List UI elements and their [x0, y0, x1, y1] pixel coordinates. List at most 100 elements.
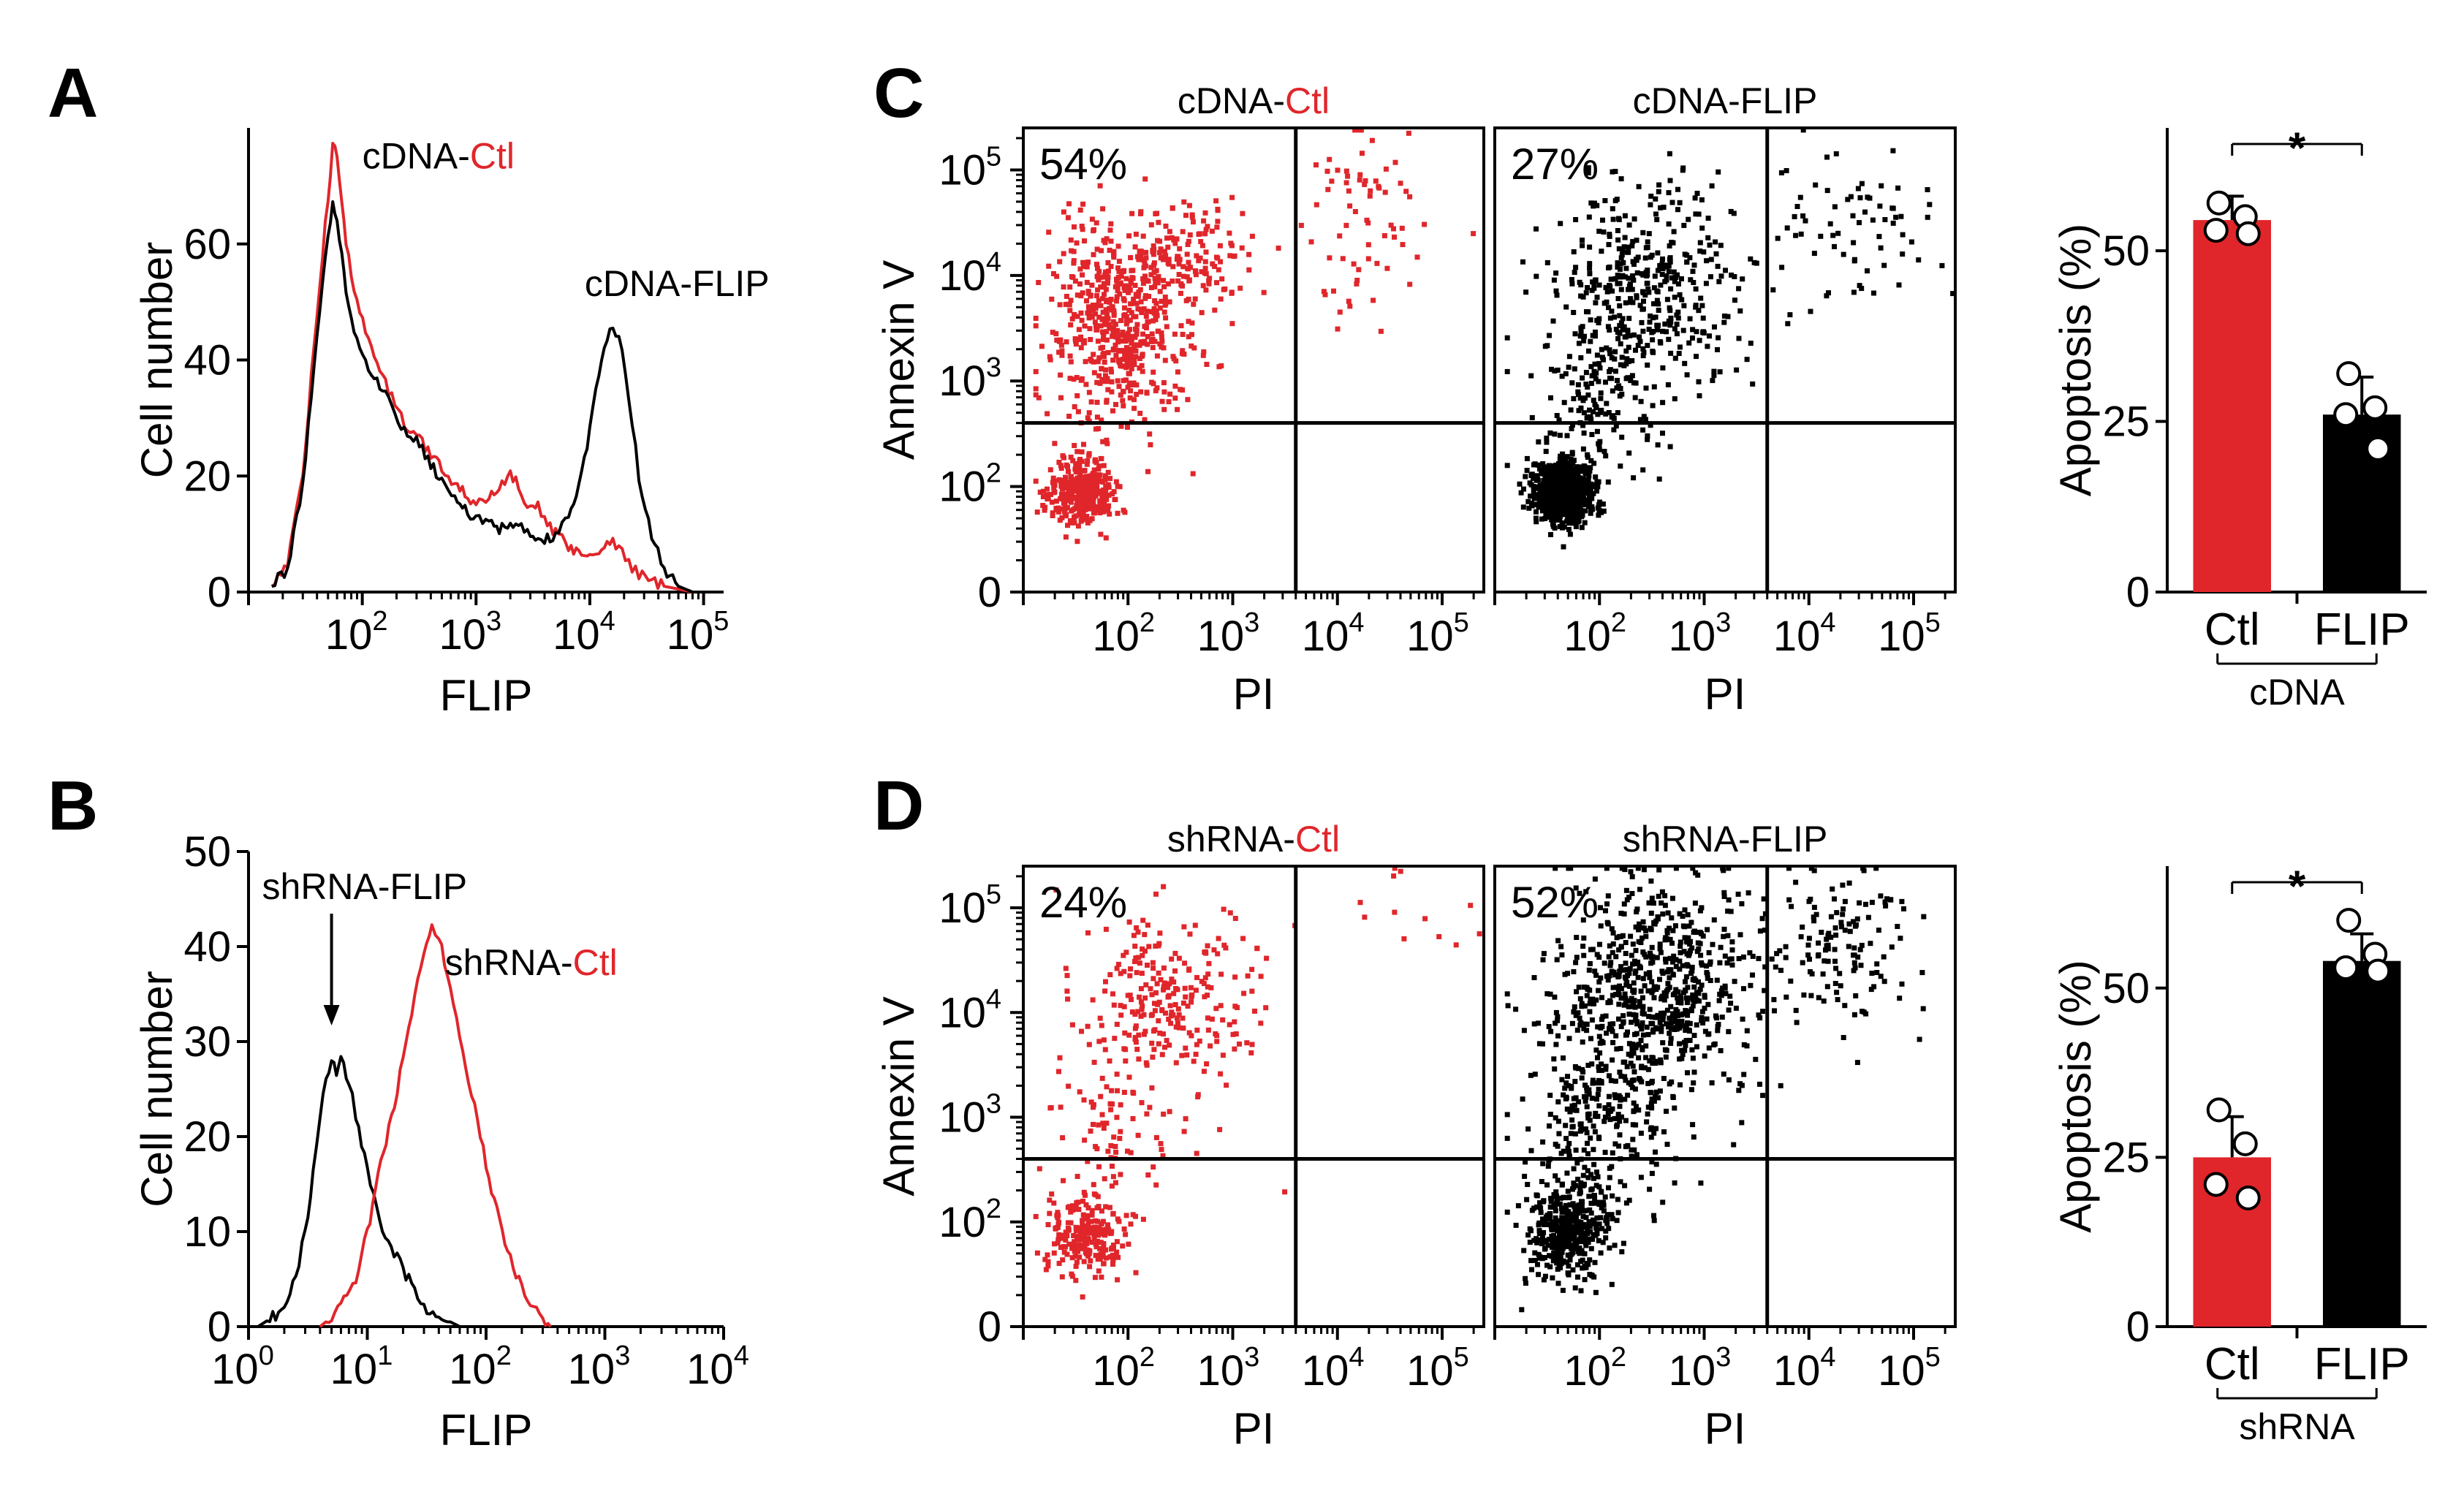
data-point [1544, 512, 1550, 518]
data-point [1091, 1232, 1097, 1237]
data-point [1134, 970, 1140, 976]
data-point [1585, 1151, 1591, 1156]
data-point [1661, 1013, 1666, 1019]
data-point [1723, 990, 1729, 996]
data-point [1591, 460, 1597, 466]
data-point [1558, 482, 1564, 488]
data-point [1569, 380, 1575, 386]
x-tick-label-exponent: 2 [496, 1341, 512, 1371]
data-point [1098, 478, 1104, 484]
data-point [1622, 867, 1628, 873]
data-point [1572, 508, 1577, 514]
data-point [1605, 479, 1611, 485]
data-point [1138, 211, 1143, 216]
data-point [1582, 1235, 1588, 1240]
data-point [1605, 324, 1611, 330]
x-tick-label: 104 [1302, 607, 1365, 660]
data-point [1607, 351, 1613, 357]
data-point [1612, 1141, 1618, 1147]
data-point [1709, 183, 1715, 189]
y-tick-label-base: 10 [939, 357, 986, 405]
data-point [1374, 260, 1380, 266]
y-tick-label: 50 [183, 828, 231, 876]
data-point [1161, 884, 1167, 890]
data-point [1343, 180, 1349, 186]
data-point [1631, 1077, 1637, 1083]
data-point [1528, 373, 1534, 379]
data-point [1127, 395, 1133, 401]
data-point [1589, 1273, 1595, 1278]
data-point [1598, 390, 1604, 396]
data-point [1169, 956, 1175, 962]
data-point [1596, 979, 1602, 985]
data-point [1545, 1243, 1551, 1248]
data-point [1634, 909, 1639, 914]
data-point [1197, 231, 1202, 237]
data-point [1550, 512, 1555, 518]
data-point [1598, 395, 1604, 401]
data-point [1090, 997, 1096, 1003]
data-point [1539, 504, 1544, 510]
data-point [1615, 260, 1620, 266]
data-point [1068, 1220, 1074, 1226]
data-point [1098, 1229, 1104, 1235]
data-point [1373, 178, 1379, 184]
y-tick-label: 30 [183, 1018, 231, 1066]
data-point [1559, 1209, 1565, 1215]
data-point [1694, 930, 1699, 936]
data-point [1612, 1095, 1618, 1101]
data-point [1327, 156, 1333, 162]
data-point [1733, 1005, 1739, 1011]
data-point [1594, 1169, 1599, 1175]
data-point [1927, 202, 1933, 208]
data-point [1153, 943, 1159, 949]
data-point [1675, 272, 1680, 278]
data-point [1582, 1230, 1588, 1236]
data-point [1085, 415, 1091, 421]
data-point [1630, 259, 1636, 265]
data-point [1142, 417, 1148, 422]
data-point [1075, 523, 1081, 529]
data-point [1686, 952, 1691, 958]
data-point [1623, 361, 1629, 367]
data-point [1740, 954, 1746, 960]
data-point [1638, 988, 1644, 994]
annotation-arrow-head [323, 1005, 340, 1025]
data-point [1069, 1271, 1074, 1277]
data-point [1660, 1017, 1666, 1023]
data-point [1343, 168, 1349, 174]
data-point [1667, 955, 1673, 961]
data-point [1655, 1014, 1660, 1020]
data-point [1073, 513, 1079, 519]
data-point [1121, 952, 1126, 958]
data-point [1588, 338, 1593, 344]
data-point [1813, 182, 1819, 188]
data-point [1656, 1095, 1661, 1101]
data-point [1121, 285, 1127, 291]
data-point [1536, 1272, 1542, 1278]
data-point [1667, 975, 1672, 981]
data-point [1107, 325, 1112, 331]
data-point [1557, 498, 1563, 504]
data-point [1186, 319, 1191, 325]
data-point [1596, 228, 1602, 234]
data-point [1384, 265, 1390, 271]
data-point [1794, 204, 1800, 209]
data-point [1628, 378, 1634, 384]
data-point [1240, 936, 1246, 941]
data-point [1191, 1058, 1197, 1064]
data-point [1580, 238, 1585, 243]
data-point [1604, 289, 1610, 295]
data-point [1126, 919, 1132, 925]
data-point [1050, 513, 1055, 518]
data-point [1169, 1009, 1175, 1015]
data-point [1598, 923, 1604, 929]
data-point [1616, 992, 1622, 998]
data-point [1605, 1111, 1611, 1117]
data-point [1543, 1216, 1549, 1222]
y-tick-label: 25 [2102, 398, 2150, 446]
data-point [1641, 298, 1646, 304]
data-point [1073, 1264, 1079, 1269]
data-point [1667, 936, 1673, 942]
data-point [1601, 508, 1607, 514]
